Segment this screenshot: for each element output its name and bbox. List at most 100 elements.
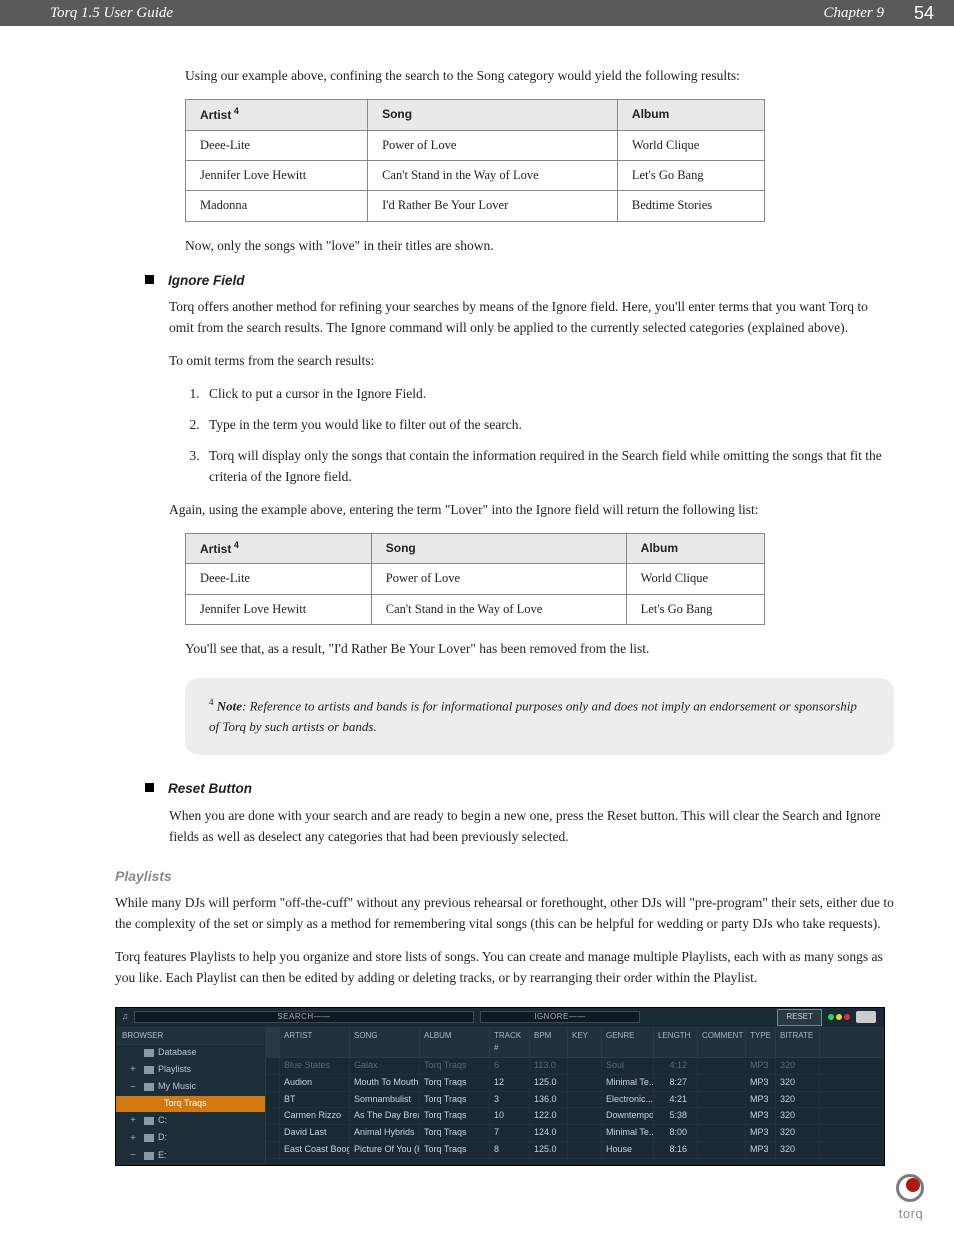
- track-cell: [266, 1092, 280, 1108]
- track-cell: 4:21: [654, 1092, 698, 1108]
- track-cell: [820, 1075, 884, 1091]
- track-cell: [820, 1142, 884, 1158]
- reset-button-heading: Reset Button: [145, 779, 894, 800]
- track-cell: MP3: [746, 1108, 776, 1124]
- track-cell: 4:12: [654, 1058, 698, 1074]
- track-cell: [568, 1125, 602, 1141]
- intro-paragraph-2: Now, only the songs with "love" in their…: [185, 236, 894, 257]
- list-item: Type in the term you would like to filte…: [203, 415, 894, 436]
- sidebar-item[interactable]: +C:: [116, 1112, 265, 1130]
- table-cell: World Clique: [617, 130, 764, 160]
- track-cell: 320: [776, 1108, 820, 1124]
- column-header[interactable]: GENRE: [602, 1028, 654, 1057]
- browser-header: BROWSER: [116, 1028, 265, 1045]
- track-cell: [568, 1075, 602, 1091]
- column-header[interactable]: [266, 1028, 280, 1057]
- column-header[interactable]: BITRATE: [776, 1028, 820, 1057]
- status-leds: [828, 1014, 850, 1020]
- track-cell: 10: [490, 1108, 530, 1124]
- table-cell: Jennifer Love Hewitt: [186, 594, 372, 624]
- track-grid: ARTISTSONGALBUMTRACK #BPMKEYGENRELENGTHC…: [266, 1028, 884, 1165]
- table-cell: Let's Go Bang: [626, 594, 764, 624]
- track-cell: MP3: [746, 1075, 776, 1091]
- track-cell: 125.0: [530, 1075, 568, 1091]
- column-header[interactable]: COMMENT: [698, 1028, 746, 1057]
- brand-logo: torq: [896, 1174, 926, 1221]
- table-header: Album: [617, 99, 764, 130]
- load-button[interactable]: [856, 1011, 876, 1023]
- track-cell: Torq Traqs: [420, 1075, 490, 1091]
- column-header[interactable]: TRACK #: [490, 1028, 530, 1057]
- results-table-1: Artist 4SongAlbum Deee-LitePower of Love…: [185, 99, 765, 222]
- track-cell: Galax: [350, 1058, 420, 1074]
- table-header: Artist 4: [186, 99, 368, 130]
- track-cell: Picture Of You (Ken's Dr...: [350, 1142, 420, 1158]
- ignore-body-3: Again, using the example above, entering…: [169, 500, 894, 521]
- sidebar-item[interactable]: Torq Traqs: [116, 1096, 265, 1112]
- table-cell: Bedtime Stories: [617, 191, 764, 221]
- track-cell: East Coast Boogieme...: [280, 1142, 350, 1158]
- column-header[interactable]: LENGTH: [654, 1028, 698, 1057]
- track-cell: House: [602, 1142, 654, 1158]
- track-cell: 7: [490, 1125, 530, 1141]
- track-cell: [266, 1142, 280, 1158]
- track-row[interactable]: Carmen RizzoAs The Day BreaksTorq Traqs1…: [266, 1108, 884, 1125]
- track-row[interactable]: East Coast Boogieme...Picture Of You (Ke…: [266, 1142, 884, 1159]
- track-cell: Mouth To Mouth: [350, 1075, 420, 1091]
- track-cell: [266, 1058, 280, 1074]
- playlists-p2: Torq features Playlists to help you orga…: [115, 947, 894, 989]
- reset-button-title: Reset Button: [168, 779, 252, 800]
- reset-button[interactable]: RESET: [777, 1009, 822, 1025]
- column-header[interactable]: [820, 1028, 884, 1057]
- browser-sidebar: BROWSER Database+Playlists−My MusicTorq …: [116, 1028, 266, 1165]
- column-header[interactable]: BPM: [530, 1028, 568, 1057]
- track-cell: MP3: [746, 1142, 776, 1158]
- table-row: Deee-LitePower of LoveWorld Clique: [186, 130, 765, 160]
- ignore-field-title: Ignore Field: [168, 271, 245, 292]
- track-cell: Soul: [602, 1058, 654, 1074]
- track-cell: Torq Traqs: [420, 1142, 490, 1158]
- track-cell: [698, 1142, 746, 1158]
- column-header[interactable]: KEY: [568, 1028, 602, 1057]
- table-header: Song: [368, 99, 618, 130]
- column-header[interactable]: TYPE: [746, 1028, 776, 1057]
- track-cell: [266, 1125, 280, 1141]
- sidebar-item[interactable]: Database: [116, 1045, 265, 1061]
- track-cell: [698, 1058, 746, 1074]
- ignore-input[interactable]: IGNORE——: [480, 1011, 640, 1023]
- track-cell: Carmen Rizzo: [280, 1108, 350, 1124]
- track-cell: As The Day Breaks: [350, 1108, 420, 1124]
- note-label: Note: [217, 698, 242, 713]
- table-cell: Deee-Lite: [186, 564, 372, 594]
- track-row[interactable]: BTSomnambulistTorq Traqs3136.0Electronic…: [266, 1092, 884, 1109]
- track-cell: [698, 1108, 746, 1124]
- column-header[interactable]: ALBUM: [420, 1028, 490, 1057]
- column-header[interactable]: SONG: [350, 1028, 420, 1057]
- bullet-icon: [145, 783, 154, 792]
- table-row: Jennifer Love HewittCan't Stand in the W…: [186, 594, 765, 624]
- track-cell: Audion: [280, 1075, 350, 1091]
- track-row[interactable]: Blue StatesGalaxTorq Traqs6113.0Soul4:12…: [266, 1058, 884, 1075]
- track-cell: BT: [280, 1092, 350, 1108]
- track-cell: 8: [490, 1142, 530, 1158]
- track-cell: 320: [776, 1058, 820, 1074]
- sidebar-item[interactable]: +D:: [116, 1130, 265, 1148]
- track-cell: 320: [776, 1075, 820, 1091]
- column-header[interactable]: ARTIST: [280, 1028, 350, 1057]
- sidebar-item[interactable]: −My Music: [116, 1079, 265, 1097]
- track-cell: David Last: [280, 1125, 350, 1141]
- sidebar-item[interactable]: +Playlists: [116, 1061, 265, 1079]
- track-cell: Electronic...: [602, 1092, 654, 1108]
- track-row[interactable]: AudionMouth To MouthTorq Traqs12125.0Min…: [266, 1075, 884, 1092]
- track-cell: 124.0: [530, 1125, 568, 1141]
- track-cell: 320: [776, 1092, 820, 1108]
- track-cell: 8:27: [654, 1075, 698, 1091]
- list-item: Torq will display only the songs that co…: [203, 446, 894, 488]
- table-cell: Power of Love: [371, 564, 626, 594]
- sidebar-item[interactable]: −E:: [116, 1147, 265, 1165]
- track-cell: [698, 1125, 746, 1141]
- table-header: Album: [626, 533, 764, 564]
- table-header: Song: [371, 533, 626, 564]
- track-row[interactable]: David LastAnimal HybridsTorq Traqs7124.0…: [266, 1125, 884, 1142]
- search-input[interactable]: SEARCH——: [134, 1011, 474, 1023]
